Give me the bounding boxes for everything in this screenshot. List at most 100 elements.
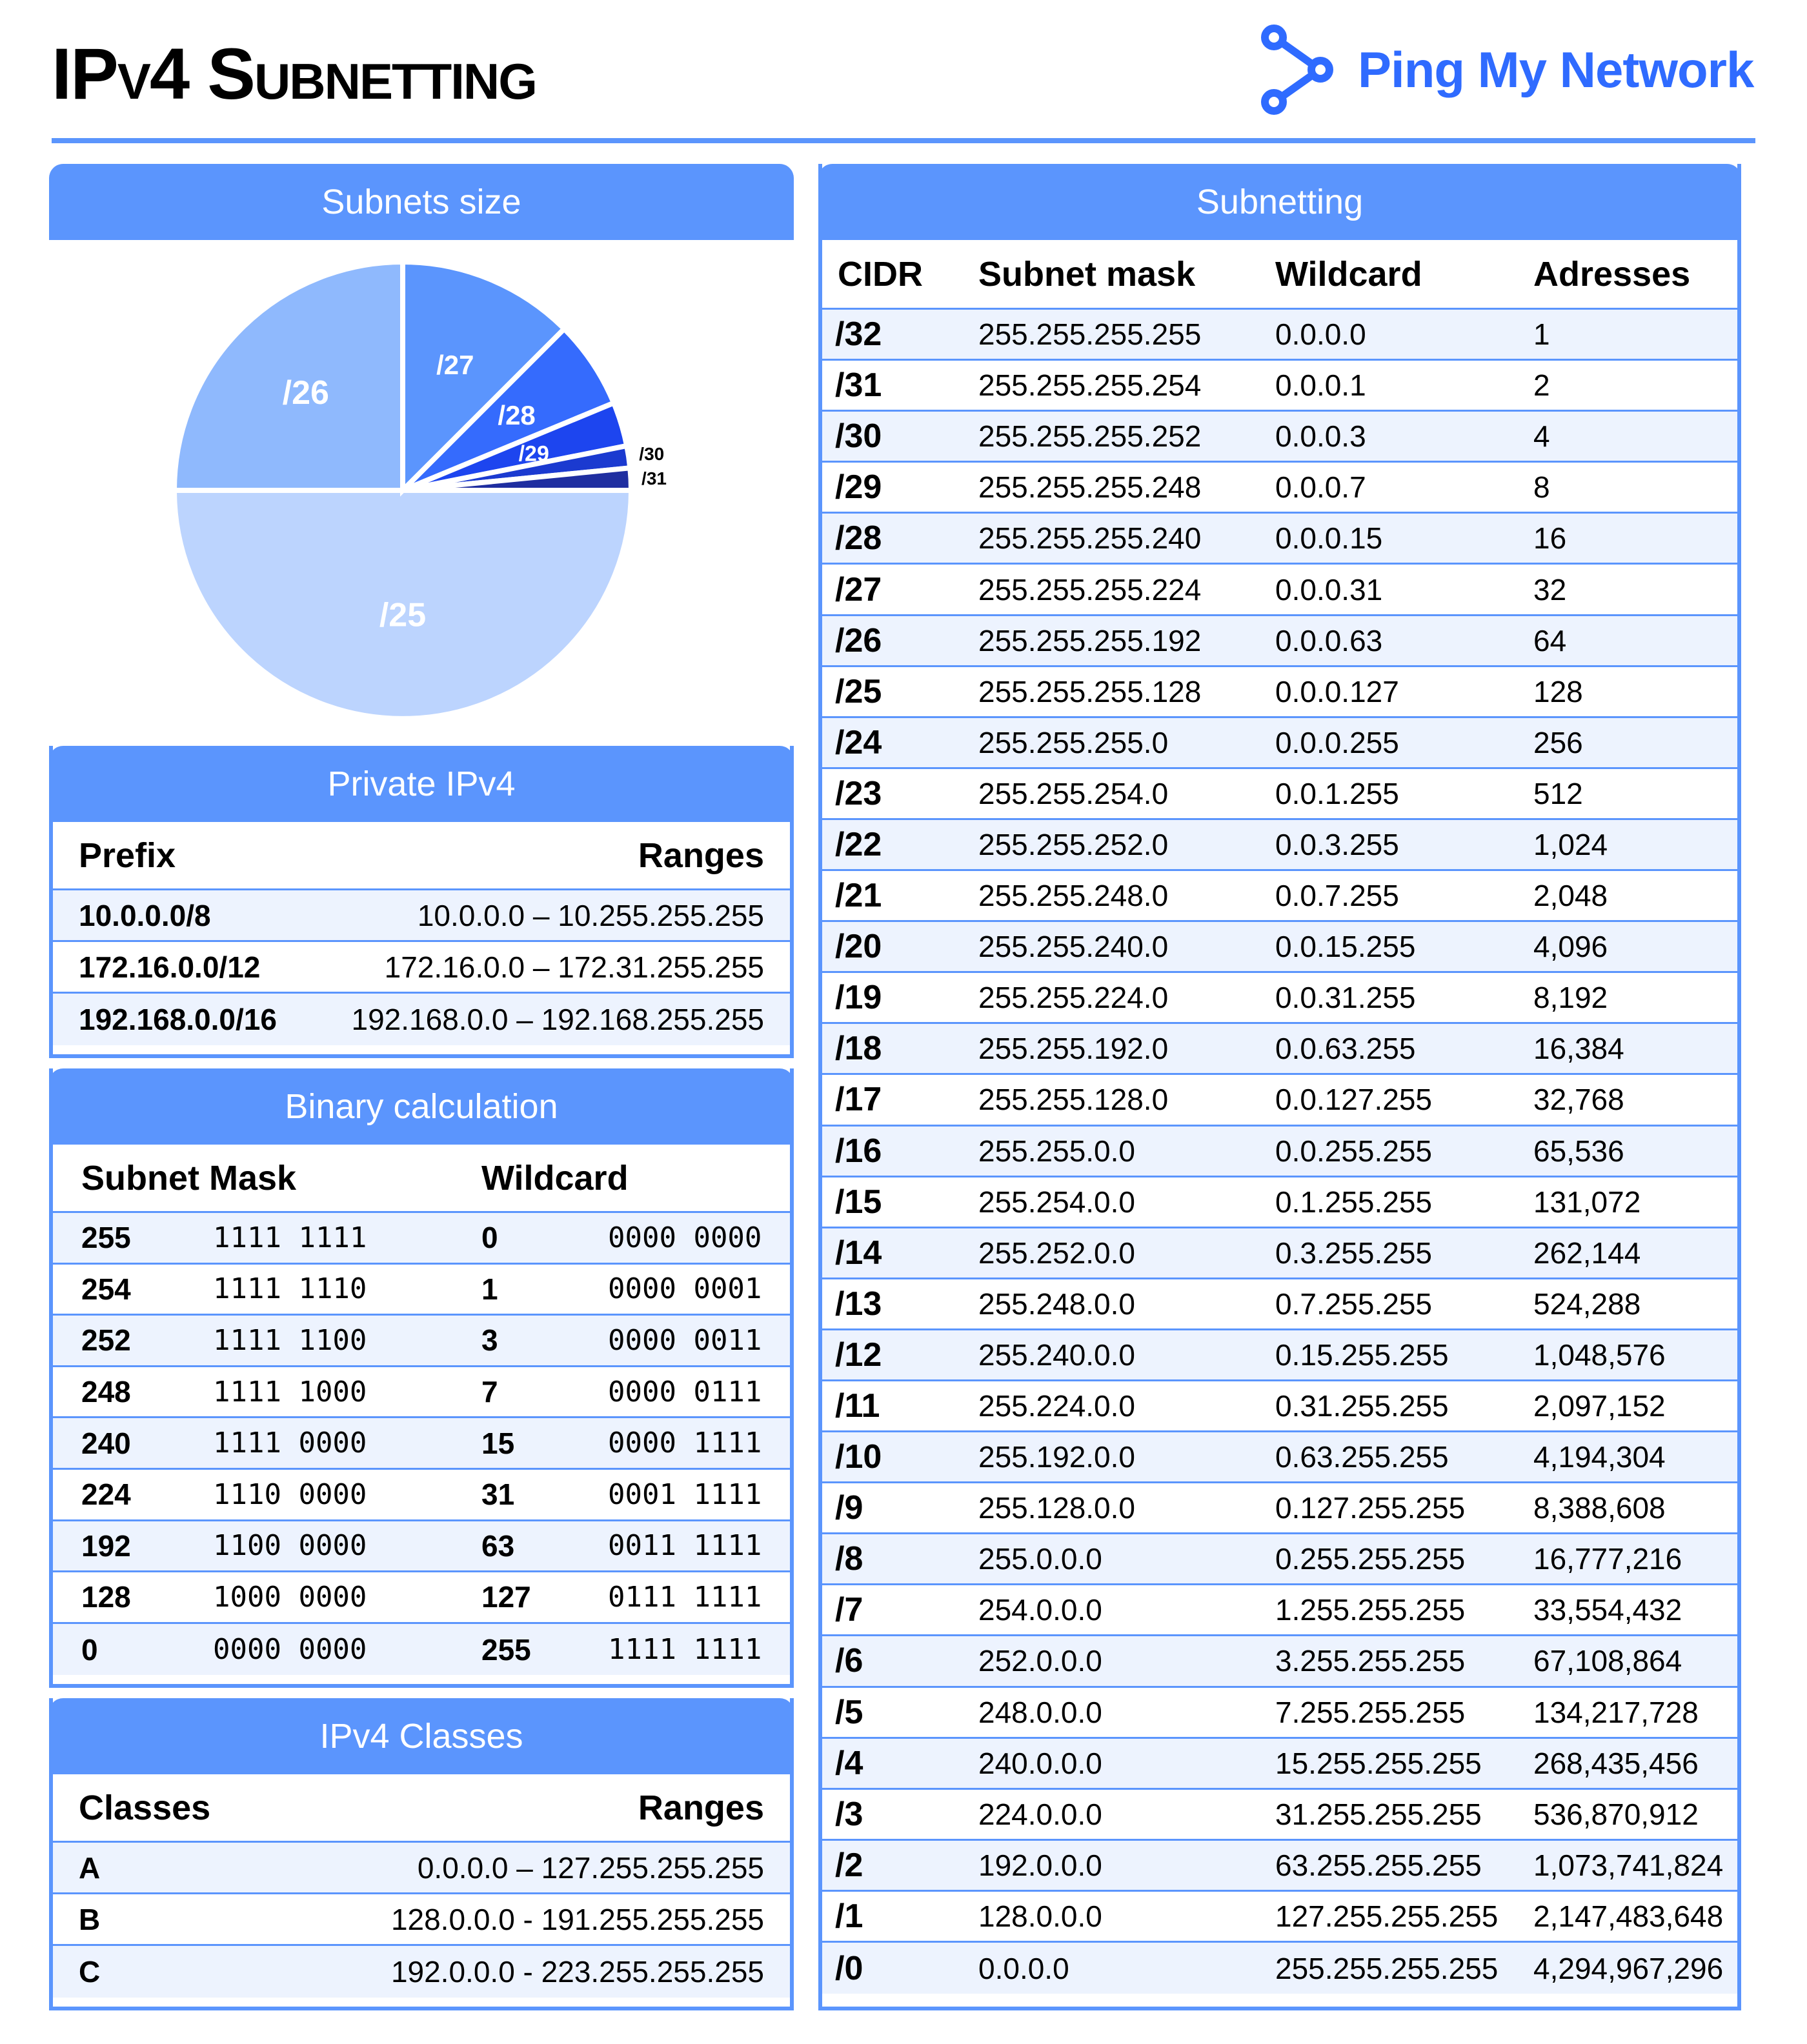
mask-cell: 255.254.0.0 [978,1185,1136,1219]
cidr-cell: /9 [835,1489,863,1527]
addresses-cell: 262,144 [1533,1236,1641,1270]
class-cell: A [79,1850,101,1885]
mask-cell: 255.255.252.0 [978,827,1169,861]
cidr-cell: /10 [835,1438,882,1476]
cidr-cell: /27 [835,570,882,608]
cidr-cell: /12 [835,1336,882,1374]
cidr-cell: /1 [835,1897,863,1935]
wildcard-cell: 0.0.0.7 [1275,470,1366,505]
header-wildcard: Wildcard [481,1158,629,1197]
pie-label: /27 [436,350,474,380]
mask-cell: 255.255.224.0 [978,981,1169,1015]
cidr-cell: /29 [835,468,882,506]
wildcard-cell: 255.255.255.255 [1275,1951,1499,1985]
wildcard-decimal: 3 [481,1323,498,1358]
wildcard-cell: 0.1.255.255 [1275,1185,1433,1219]
addresses-cell: 2,097,152 [1533,1389,1666,1423]
addresses-cell: 134,217,728 [1533,1695,1699,1729]
pie-label: /25 [379,597,426,634]
wildcard-cell: 0.31.255.255 [1275,1389,1449,1423]
header-divider [52,138,1755,143]
mask-cell: 252.0.0.0 [978,1644,1102,1678]
cidr-cell: /4 [835,1744,863,1782]
column-headers: Classes Ranges [53,1774,790,1843]
wildcard-cell: 0.0.63.255 [1275,1032,1416,1066]
addresses-cell: 4,194,304 [1533,1440,1666,1474]
cidr-cell: /26 [835,621,882,659]
table-row: B 128.0.0.0 - 191.255.255.255 [53,1894,790,1946]
addresses-cell: 512 [1533,776,1583,810]
private-ipv4-panel: Private IPv4 Prefix Ranges 10.0.0.0/8 10.… [49,746,794,1058]
pie-label: /31 [641,468,667,488]
table-row: /8 255.0.0.0 0.255.255.255 16,777,216 [822,1534,1737,1586]
mask-cell: 255.192.0.0 [978,1440,1136,1474]
addresses-cell: 256 [1533,725,1583,759]
mask-cell: 255.224.0.0 [978,1389,1136,1423]
table-row: /16 255.255.0.0 0.0.255.255 65,536 [822,1126,1737,1177]
table-row: /21 255.255.248.0 0.0.7.255 2,048 [822,871,1737,923]
brand-logo: Ping My Network [1258,25,1754,115]
header-ranges: Ranges [638,1788,764,1827]
wildcard-cell: 0.0.0.0 [1275,317,1366,352]
wildcard-binary: 0000 0001 [608,1272,762,1306]
table-row: /9 255.128.0.0 0.127.255.255 8,388,608 [822,1483,1737,1535]
cidr-cell: /22 [835,825,882,863]
table-row: 192 1100 0000 63 0011 1111 [53,1521,790,1573]
table-row: A 0.0.0.0 – 127.255.255.255 [53,1843,790,1894]
wildcard-decimal: 31 [481,1478,515,1512]
wildcard-binary: 0000 0000 [608,1221,762,1254]
mask-cell: 192.0.0.0 [978,1848,1102,1882]
range-cell: 192.168.0.0 – 192.168.255.255 [351,1003,765,1036]
mask-cell: 255.255.255.255 [978,317,1202,352]
table-row: /30 255.255.255.252 0.0.0.3 4 [822,412,1737,463]
table-row: /29 255.255.255.248 0.0.0.7 8 [822,463,1737,514]
mask-cell: 255.255.0.0 [978,1134,1136,1168]
wildcard-cell: 0.0.7.255 [1275,879,1399,913]
addresses-cell: 16,384 [1533,1032,1624,1066]
range-cell: 172.16.0.0 – 172.31.255.255 [384,950,764,984]
mask-binary: 0000 0000 [213,1633,367,1667]
wildcard-cell: 0.0.0.63 [1275,623,1383,657]
mask-cell: 0.0.0.0 [978,1951,1069,1985]
cidr-cell: /20 [835,928,882,966]
addresses-cell: 1,024 [1533,827,1608,861]
table-row: 254 1111 1110 1 0000 0001 [53,1265,790,1316]
mask-cell: 255.252.0.0 [978,1236,1136,1270]
addresses-cell: 8,388,608 [1533,1491,1666,1525]
header-addresses: Adresses [1533,254,1691,294]
cidr-cell: /30 [835,417,882,456]
wildcard-cell: 0.0.3.255 [1275,827,1399,861]
addresses-cell: 536,870,912 [1533,1797,1699,1831]
subnetting-panel: Subnetting CIDR Subnet mask Wildcard Adr… [818,164,1741,2010]
pie-label: /28 [498,400,535,430]
mask-decimal: 192 [81,1528,131,1563]
cidr-cell: /0 [835,1949,863,1987]
addresses-cell: 4,096 [1533,930,1608,964]
mask-cell: 255.255.128.0 [978,1083,1169,1117]
wildcard-binary: 0000 0011 [608,1323,762,1357]
wildcard-cell: 0.0.127.255 [1275,1083,1433,1117]
addresses-cell: 8 [1533,470,1550,505]
mask-cell: 255.255.255.248 [978,470,1202,505]
mask-cell: 248.0.0.0 [978,1695,1102,1729]
mask-cell: 255.255.254.0 [978,776,1169,810]
cidr-cell: /16 [835,1132,882,1170]
addresses-cell: 67,108,864 [1533,1644,1682,1678]
cidr-cell: /28 [835,519,882,557]
wildcard-cell: 0.0.0.31 [1275,572,1383,606]
wildcard-cell: 7.255.255.255 [1275,1695,1466,1729]
wildcard-decimal: 0 [481,1221,498,1255]
range-cell: 192.0.0.0 - 223.255.255.255 [390,1955,764,1989]
cidr-cell: /7 [835,1591,863,1629]
mask-binary: 1111 1111 [213,1221,367,1254]
mask-decimal: 128 [81,1580,131,1614]
table-row: 172.16.0.0/12 172.16.0.0 – 172.31.255.255 [53,942,790,994]
wildcard-decimal: 15 [481,1426,515,1460]
table-row: 128 1000 0000 127 0111 1111 [53,1572,790,1624]
wildcard-cell: 0.7.255.255 [1275,1287,1433,1321]
table-row: /11 255.224.0.0 0.31.255.255 2,097,152 [822,1381,1737,1433]
table-row: /13 255.248.0.0 0.7.255.255 524,288 [822,1279,1737,1330]
pie-slice-31 [402,465,634,493]
wildcard-cell: 15.255.255.255 [1275,1746,1482,1780]
header-prefix: Prefix [79,836,176,875]
